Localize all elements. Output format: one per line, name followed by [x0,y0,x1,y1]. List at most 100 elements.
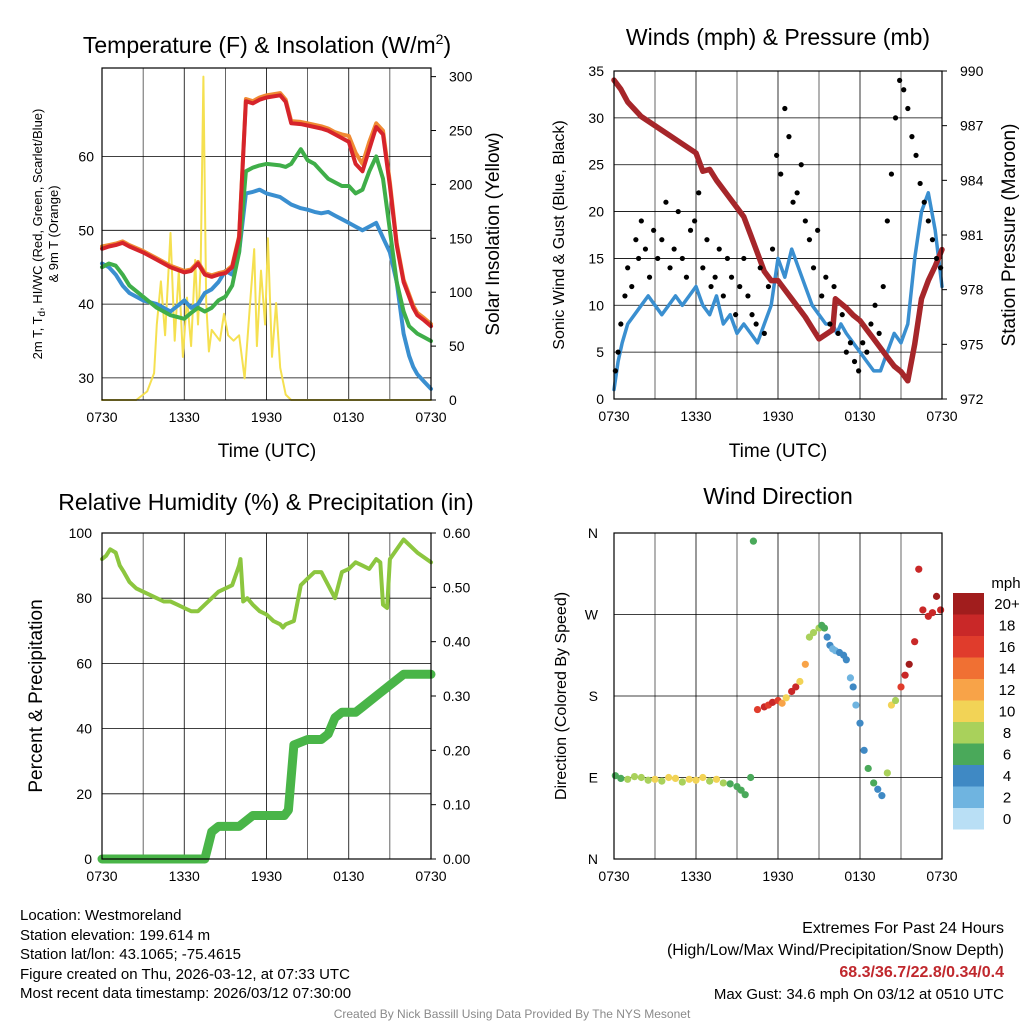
gust-point [782,105,788,112]
gust-point [696,190,702,196]
gust-point [880,283,886,290]
direction-point [846,674,855,682]
colorbar-swatch [953,657,984,679]
temperature-series-heat-index-wind-chill [100,147,433,343]
winds-ylabel: Sonic Wind & Gust (Blue, Black) [551,120,568,349]
gust-point [897,77,903,83]
temperature-y2tick-label: 300 [449,69,473,85]
colorbar-label: 16 [999,639,1016,656]
humidity-ticks: 0730 1330 1930 0130 07300204060801000.000.10… [69,525,471,884]
gust-point [847,340,854,346]
winds-xtick-label: 0130 [844,408,875,424]
colorbar-label: 12 [999,682,1016,699]
gust-point [765,283,772,290]
colorbar: 20+ 18 16 14 12 10 8 6 4 2 0 [953,593,1020,830]
gust-point [769,246,776,252]
winds-ytick-label: 5 [596,344,604,360]
temperature-xlabel: Time (UTC) [218,441,317,462]
info-latlon: Station lat/lon: 43.1065; -75.4615 [20,946,242,963]
direction-point [860,746,868,754]
winds-y2label: Station Pressure (Maroon) [999,124,1020,347]
extremes-title: Extremes For Past 24 Hours [802,920,1004,937]
winds-xtick-label: 1930 [762,408,793,424]
direction-point [624,775,632,783]
direction-point [617,774,625,783]
temperature-ytick-label: 40 [78,296,94,312]
temperature-y2tick-label: 250 [449,123,473,139]
winds-xtick-label: 0730 [598,408,629,424]
gust-point [851,358,858,365]
gust-point [815,227,821,233]
winds-title: Winds (mph) & Pressure (mb) [626,24,930,50]
colorbar-swatch [953,679,984,701]
wind-direction-ytick-label: W [585,607,599,623]
colorbar-swatch [953,614,984,636]
direction-point [644,776,652,784]
winds-ytick-label: 15 [588,250,604,266]
winds-y2tick-label: 987 [960,118,984,134]
colorbar-label: 20+ [994,596,1020,613]
humidity-y2tick-label: 0.00 [443,851,470,867]
humidity-panel: Relative Humidity (%) & Precipitation (i… [26,489,474,884]
temperature-xtick-label: 0130 [333,409,364,425]
colorbar-title: mph [991,575,1020,592]
humidity-ytick-label: 20 [76,786,92,802]
temperature-xtick-label: 0730 [415,409,446,425]
gust-point [810,265,817,271]
extremes-subtitle: (High/Low/Max Wind/Precipitation/Snow De… [666,942,1004,959]
temperature-ylabel-line1: 2m T, Td, HI/WC (Red, Green, Scarlet/Blu… [30,109,48,360]
direction-point [637,773,645,782]
gust-point [823,274,829,280]
gust-point [831,283,837,290]
colorbar-swatch [953,743,984,765]
temperature-xtick-label: 1930 [251,409,282,425]
gust-point [864,349,870,355]
gust-point [925,218,931,224]
direction-point [665,773,673,782]
direction-point [747,773,755,782]
colorbar-swatch [953,808,984,830]
gust-point [733,312,739,318]
station-info: Location: Westmoreland Station elevation… [20,906,351,1004]
gust-point [794,190,800,196]
gust-point [651,227,657,233]
gust-point [774,152,780,158]
winds-panel: Winds (mph) & Pressure (mb) 0730 1330 1930… [551,24,1020,462]
gust-point [712,274,718,280]
gust-point [901,87,907,93]
gust-point [728,274,735,280]
temperature-series-dewpoint [100,187,433,391]
direction-point [706,777,714,785]
winds-ytick-label: 20 [588,204,604,220]
humidity-xtick-label: 0730 [415,868,446,884]
temperature-xtick-label: 0730 [86,409,117,425]
credit-line: Created By Nick Bassill Using Data Provi… [333,1007,691,1021]
colorbar-swatch [953,722,984,744]
temperature-y2tick-label: 150 [449,230,473,246]
winds-y2tick-label: 981 [960,227,984,243]
gust-point [618,321,624,327]
winds-xtick-label: 0730 [926,408,957,424]
gust-point [872,302,878,308]
gust-point [655,255,661,262]
temperature-series-solar-insolation [101,75,432,401]
gust-point [798,162,804,168]
info-recent: Most recent data timestamp: 2026/03/12 0… [20,985,352,1002]
humidity-ytick-label: 80 [76,590,92,606]
colorbar-swatch [953,636,984,658]
humidity-title: Relative Humidity (%) & Precipitation (i… [58,489,473,515]
gust-point [839,312,845,318]
wind-direction-xtick-label: 0730 [598,868,629,884]
temperature-xtick-label: 1330 [169,409,200,425]
winds-series-pressure [611,77,945,384]
humidity-y2tick-label: 0.20 [443,742,470,758]
info-created: Figure created on Thu, 2026-03-12, at 07… [20,965,350,983]
direction-point [897,683,905,691]
wind-direction-xtick-label: 0730 [926,868,957,884]
winds-y2tick-label: 984 [960,172,984,188]
temperature-ticks: 0730 1330 1930 0130 0730 30 40 50 60 0 50 100 150 200… [78,69,472,425]
gust-point [888,171,895,177]
direction-point [901,671,909,679]
colorbar-label: 2 [1003,790,1011,807]
